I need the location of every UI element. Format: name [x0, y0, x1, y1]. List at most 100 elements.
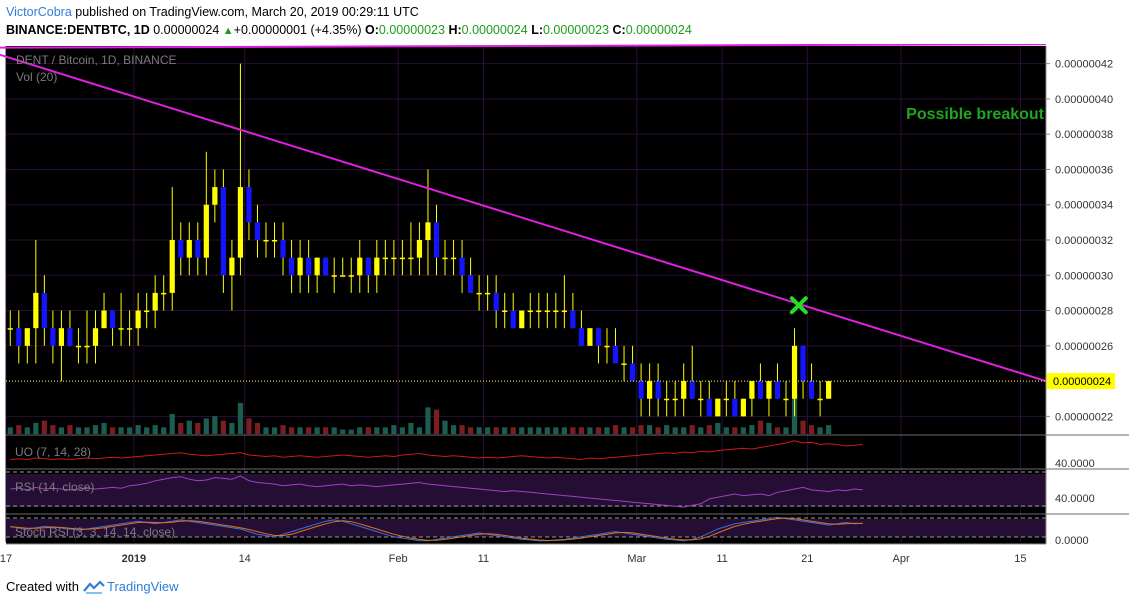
rsi-tick-label: 40.0000	[1055, 493, 1095, 505]
volume-bar	[16, 425, 22, 434]
volume-bar	[808, 425, 815, 434]
volume-bar	[476, 427, 482, 434]
volume-bar	[92, 425, 99, 434]
candle-body	[152, 292, 158, 311]
candle-body	[280, 240, 286, 258]
candle	[280, 222, 286, 276]
volume-bar	[24, 427, 30, 434]
candle	[331, 257, 337, 293]
candle	[732, 381, 738, 417]
indicator-panes: UO (7, 14, 28) RSI (14, close) Stoch RSI (…	[6, 434, 1129, 542]
volume-bar	[399, 427, 405, 434]
candle-body	[374, 257, 380, 276]
candle	[621, 345, 627, 382]
stoch-k-line	[10, 516, 863, 542]
candle	[169, 187, 175, 311]
uo-line	[10, 440, 863, 461]
volume-bar	[621, 427, 627, 434]
y-tick-label: 0.00000026	[1055, 341, 1113, 353]
candle	[467, 257, 474, 293]
candle	[254, 204, 261, 258]
candle	[527, 292, 533, 329]
open-value: 0.00000023	[378, 23, 445, 37]
volume-bar	[774, 427, 781, 434]
candle	[314, 257, 320, 293]
candle-body	[621, 363, 627, 365]
candle-body	[229, 257, 235, 276]
candle	[118, 292, 124, 346]
publisher-line: VictorCobra published on TradingView.com…	[6, 3, 1116, 21]
volume-bar	[127, 427, 133, 434]
candle	[723, 381, 729, 417]
x-tick-label: 14	[239, 553, 251, 565]
candle-body	[161, 292, 167, 295]
candle	[681, 363, 687, 417]
volume-bar	[732, 427, 738, 434]
symbol-label: BINANCE:DENTBTC, 1D	[6, 23, 150, 37]
volume-bar	[800, 420, 806, 434]
candle-body	[92, 328, 99, 346]
candle	[715, 398, 721, 417]
candle	[459, 240, 465, 293]
candle-body	[220, 187, 226, 276]
candle-body	[399, 257, 405, 260]
price-chart[interactable]: UO (7, 14, 28) RSI (14, close) Stoch RSI (…	[0, 44, 1129, 574]
candle-body	[416, 240, 423, 258]
candle	[442, 240, 448, 276]
volume-bar	[109, 427, 116, 434]
indicator-label: RSI (14, close)	[15, 480, 94, 494]
candle-body	[749, 381, 755, 399]
plot-area[interactable]	[6, 46, 1046, 544]
candle-body	[817, 398, 823, 401]
candle	[757, 363, 764, 399]
candle	[50, 310, 56, 364]
volume-bar	[348, 429, 354, 434]
volume-bar	[75, 427, 82, 434]
volume-bar	[178, 422, 184, 434]
volume-bar	[647, 425, 653, 434]
candle	[476, 275, 482, 311]
candle	[502, 292, 508, 329]
author-link[interactable]: VictorCobra	[6, 5, 72, 19]
candle	[689, 345, 695, 399]
candle	[7, 310, 13, 346]
candle	[826, 381, 832, 399]
candle-body	[655, 381, 661, 399]
candle-body	[408, 257, 414, 260]
candle-body	[118, 328, 124, 330]
candle-body	[271, 240, 278, 242]
chart-header: VictorCobra published on TradingView.com…	[6, 3, 1116, 43]
volume-bar	[706, 425, 712, 434]
x-mark-stroke	[789, 296, 808, 315]
candle	[92, 310, 99, 364]
candle-body	[459, 257, 465, 276]
candle-body	[647, 381, 653, 399]
volume-bar	[229, 422, 235, 434]
candle-body	[570, 310, 576, 329]
candle-body	[791, 345, 798, 399]
candle-body	[263, 240, 269, 242]
candle-body	[629, 363, 636, 382]
candle-body	[510, 310, 516, 329]
candle-body	[757, 381, 764, 399]
candle-body	[101, 310, 107, 329]
candle	[740, 398, 746, 417]
x-mark-icon	[789, 296, 808, 315]
volume-bar	[698, 427, 704, 434]
candle	[195, 222, 201, 276]
candle-body	[706, 398, 712, 417]
candle	[127, 310, 133, 346]
volume-bar	[50, 425, 56, 434]
candle	[629, 345, 636, 382]
price-change: +0.00000001 (+4.35%)	[233, 23, 362, 37]
tradingview-brand-link[interactable]: TradingView	[106, 579, 179, 594]
current-price-label: 0.00000024	[1053, 376, 1111, 388]
candle-body	[33, 292, 39, 329]
candle	[425, 169, 431, 276]
trendlines	[0, 44, 1047, 383]
volume-bar	[41, 420, 47, 434]
candle-body	[493, 292, 499, 311]
volume-bar	[757, 420, 764, 434]
volume-bar	[416, 427, 423, 434]
candle-body	[561, 310, 567, 313]
